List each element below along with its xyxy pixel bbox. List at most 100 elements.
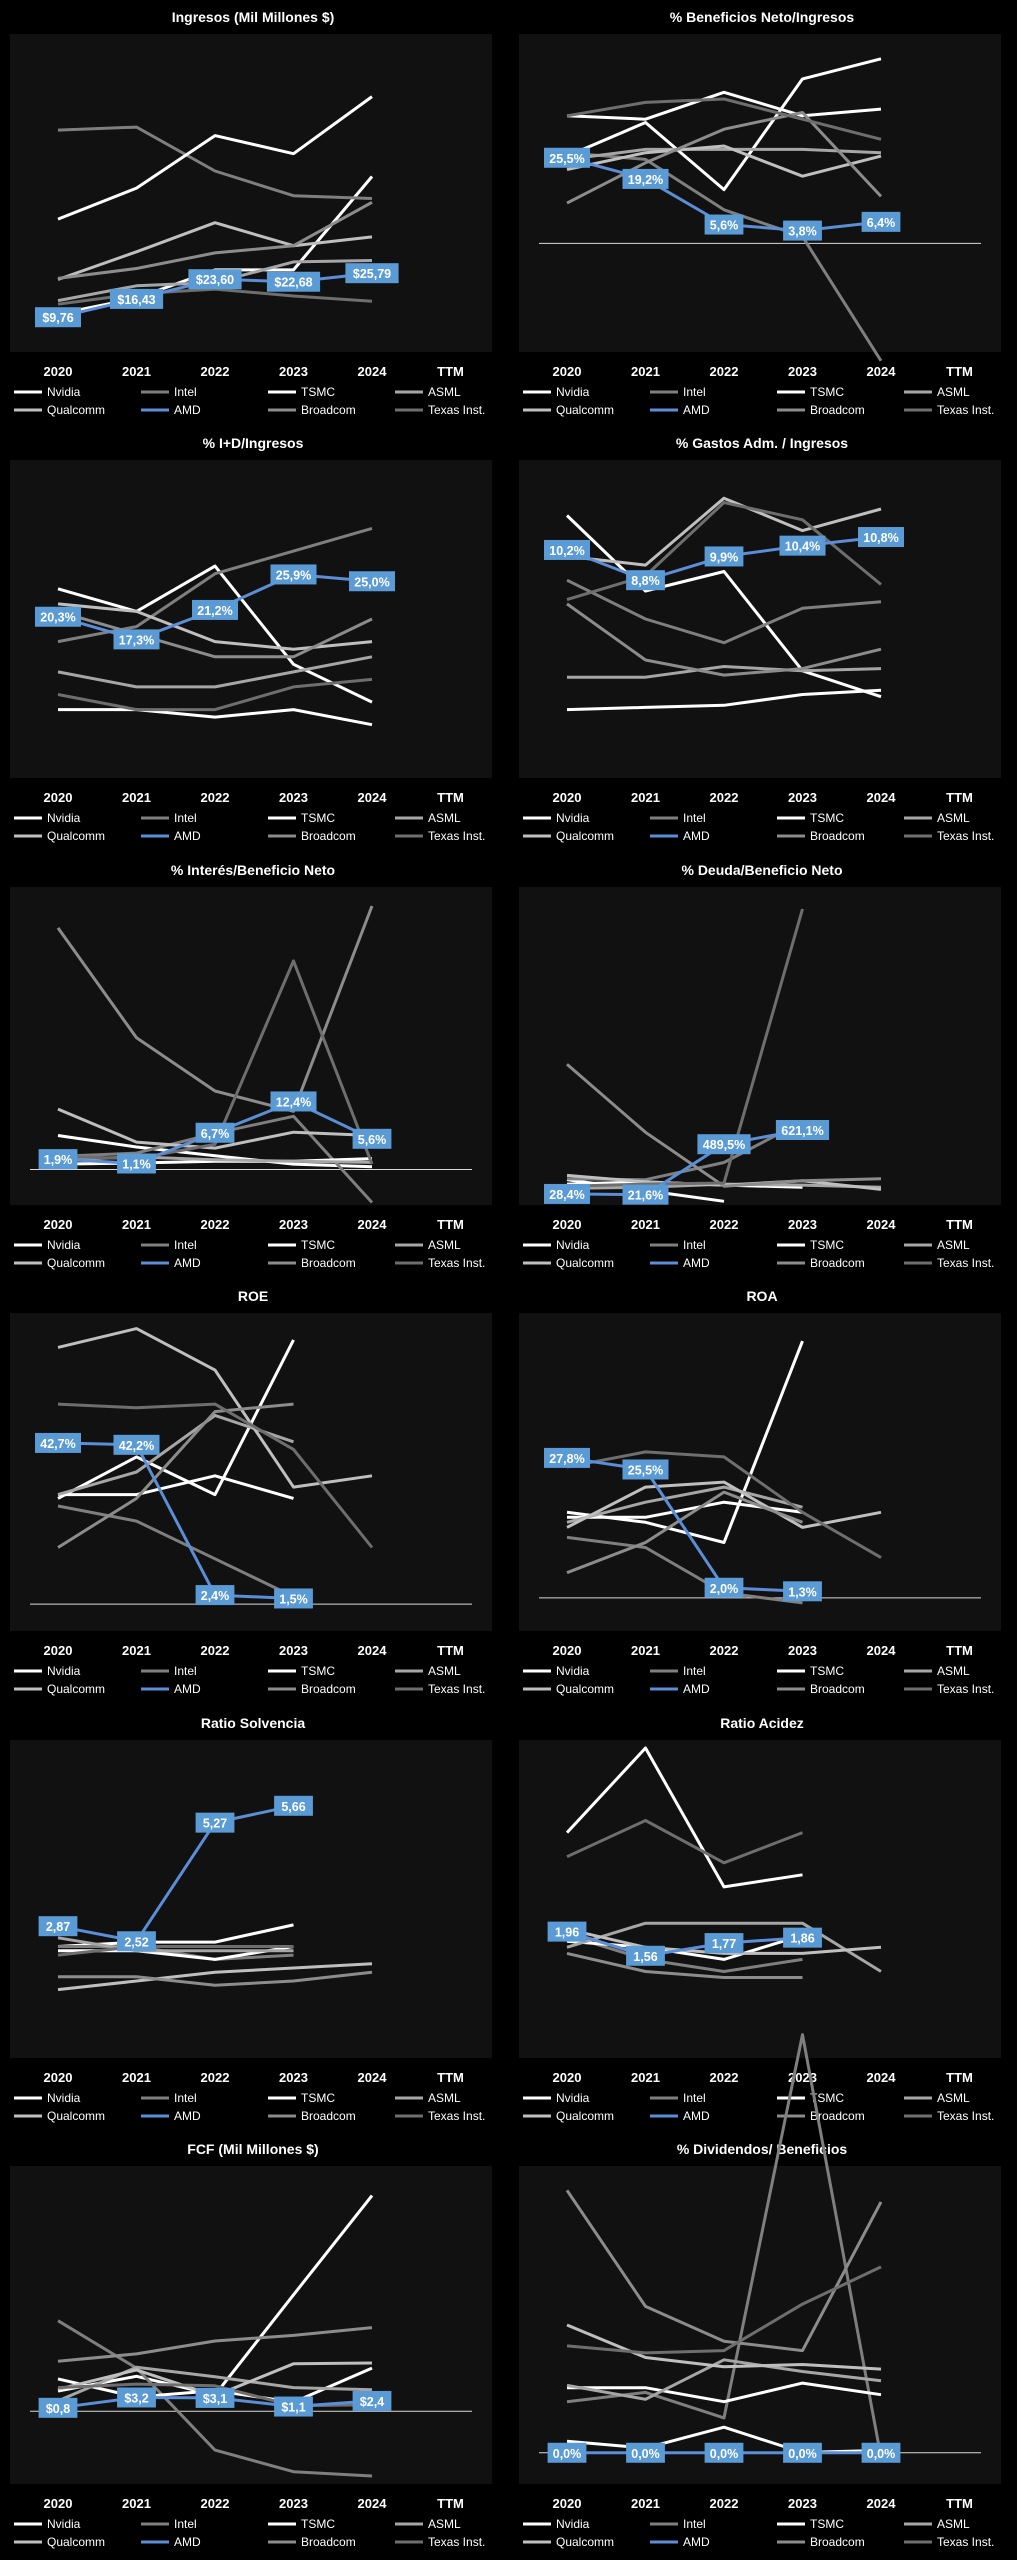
legend-label: Broadcom bbox=[301, 1256, 356, 1270]
x-tick-label: 2024 bbox=[867, 790, 897, 805]
x-tick-label: 2024 bbox=[867, 364, 897, 379]
series-line-qualcomm bbox=[566, 1480, 882, 1529]
amd-data-label-box bbox=[195, 1585, 235, 1606]
amd-data-label-box bbox=[270, 1091, 317, 1112]
series-line-tsmc bbox=[57, 95, 373, 221]
chart-panel: FCF (Mil Millones $) 2020 2021 2022 2023 2024… bbox=[0, 2132, 506, 2558]
chart-panel: ROE 2020 2021 2022 2023 2024 TTM 42,7% 42,2% 2,4%… bbox=[0, 1279, 506, 1705]
x-tick-label: 2021 bbox=[631, 364, 660, 379]
legend-label: Broadcom bbox=[810, 1256, 865, 1270]
legend-label: Qualcomm bbox=[556, 403, 614, 417]
amd-data-label: 10,2% bbox=[549, 544, 584, 558]
amd-data-label: $23,60 bbox=[196, 273, 234, 287]
amd-data-label-box bbox=[704, 1933, 744, 1954]
legend-label: TSMC bbox=[810, 2091, 844, 2105]
x-tick-label: 2021 bbox=[122, 790, 151, 805]
legend-label: Intel bbox=[683, 2091, 706, 2105]
amd-data-label-box bbox=[270, 564, 317, 585]
amd-data-label-box bbox=[35, 307, 81, 328]
amd-data-label-box bbox=[35, 606, 81, 627]
x-tick-label: 2024 bbox=[358, 790, 388, 805]
amd-data-label-box bbox=[626, 2442, 665, 2463]
amd-data-label-box bbox=[38, 1149, 78, 1170]
amd-data-label: 489,5% bbox=[703, 1138, 745, 1152]
series-line-broadcom bbox=[566, 111, 883, 205]
series-line-texas-inst- bbox=[566, 1450, 882, 1559]
plot-area bbox=[519, 1740, 1001, 2058]
series-line-intel bbox=[57, 125, 373, 200]
series-line-asml bbox=[57, 2365, 373, 2403]
plot-area bbox=[10, 2166, 492, 2484]
x-tick-label: 2024 bbox=[358, 1217, 388, 1232]
legend-label: Nvidia bbox=[47, 2517, 81, 2531]
amd-data-label: 0,0% bbox=[553, 2447, 582, 2461]
legend-label: ASML bbox=[937, 1664, 970, 1678]
chart-svg: % I+D/Ingresos 2020 2021 2022 2023 2024 TTM 20,… bbox=[0, 426, 506, 852]
series-line-broadcom bbox=[57, 2326, 373, 2363]
legend-label: Texas Inst. bbox=[428, 2535, 485, 2549]
series-line-intel bbox=[566, 1933, 803, 1973]
series-line-asml bbox=[566, 2358, 882, 2401]
x-tick-label: 2024 bbox=[358, 1643, 388, 1658]
amd-data-label: 2,4% bbox=[201, 1589, 230, 1603]
chart-title: % Beneficios Neto/Ingresos bbox=[670, 9, 855, 25]
series-line-qualcomm bbox=[566, 1927, 882, 1955]
legend-label: TSMC bbox=[301, 385, 335, 399]
x-tick-label: 2022 bbox=[201, 364, 230, 379]
series-line-tsmc bbox=[567, 2381, 882, 2404]
amd-data-label-box bbox=[109, 288, 164, 309]
amd-data-label: 1,77 bbox=[712, 1937, 736, 1951]
amd-data-label: $1,1 bbox=[281, 2401, 305, 2415]
legend-label: Intel bbox=[174, 1664, 197, 1678]
x-tick-label: 2022 bbox=[201, 1643, 230, 1658]
series-line-qualcomm bbox=[566, 2323, 882, 2371]
amd-data-label-box bbox=[779, 535, 826, 556]
legend-label: Broadcom bbox=[301, 2535, 356, 2549]
chart-title: % I+D/Ingresos bbox=[203, 435, 304, 451]
x-tick-label: 2022 bbox=[201, 1217, 230, 1232]
x-tick-label: 2022 bbox=[201, 2070, 230, 2085]
x-tick-label: 2021 bbox=[122, 364, 151, 379]
x-tick-label: 2020 bbox=[44, 364, 73, 379]
plot-area bbox=[10, 1313, 492, 1631]
legend-label: Texas Inst. bbox=[937, 1256, 994, 1270]
amd-data-label-box bbox=[195, 1812, 235, 1833]
x-tick-label: 2024 bbox=[867, 2070, 897, 2085]
amd-data-label: $9,76 bbox=[42, 311, 73, 325]
legend-label: AMD bbox=[174, 1256, 201, 1270]
legend-label: Nvidia bbox=[556, 385, 590, 399]
x-tick-label: TTM bbox=[437, 1217, 464, 1232]
amd-data-label: $2,4 bbox=[360, 2395, 384, 2409]
legend-label: Texas Inst. bbox=[937, 2109, 994, 2123]
x-tick-label: 2023 bbox=[788, 364, 817, 379]
legend-label: Broadcom bbox=[301, 403, 356, 417]
legend-label: Nvidia bbox=[47, 811, 81, 825]
amd-data-label: 1,3% bbox=[788, 1585, 817, 1599]
x-tick-label: 2021 bbox=[631, 790, 660, 805]
x-tick-label: 2022 bbox=[710, 790, 739, 805]
x-tick-label: 2021 bbox=[122, 1217, 151, 1232]
amd-data-label: 8,8% bbox=[631, 574, 660, 588]
chart-panel: % Deuda/Beneficio Neto 2020 2021 2022 2023 20… bbox=[509, 853, 1015, 1279]
legend-label: Texas Inst. bbox=[937, 1682, 994, 1696]
x-tick-label: 2020 bbox=[553, 364, 582, 379]
legend-label: Nvidia bbox=[47, 1238, 81, 1252]
legend-label: Broadcom bbox=[301, 2109, 356, 2123]
plot-area bbox=[10, 1740, 492, 2058]
chart-panel: Ratio Acidez 2020 2021 2022 2023 2024 TTM 1,96 1… bbox=[509, 1706, 1015, 2132]
amd-data-label-box bbox=[622, 1184, 669, 1205]
series-line-qualcomm bbox=[57, 221, 373, 281]
chart-title: Ratio Acidez bbox=[720, 1715, 804, 1731]
chart-title: Ratio Solvencia bbox=[201, 1715, 305, 1731]
x-tick-label: 2021 bbox=[631, 2496, 660, 2511]
legend-label: Nvidia bbox=[556, 2091, 590, 2105]
series-line-tsmc bbox=[566, 90, 882, 121]
legend-label: Intel bbox=[683, 811, 706, 825]
legend-label: Intel bbox=[174, 2517, 197, 2531]
amd-data-label: $22,68 bbox=[274, 276, 312, 290]
x-tick-label: 2022 bbox=[710, 2070, 739, 2085]
x-tick-label: TTM bbox=[946, 364, 973, 379]
series-line-amd bbox=[566, 1128, 803, 1197]
amd-data-label-box bbox=[113, 629, 160, 650]
